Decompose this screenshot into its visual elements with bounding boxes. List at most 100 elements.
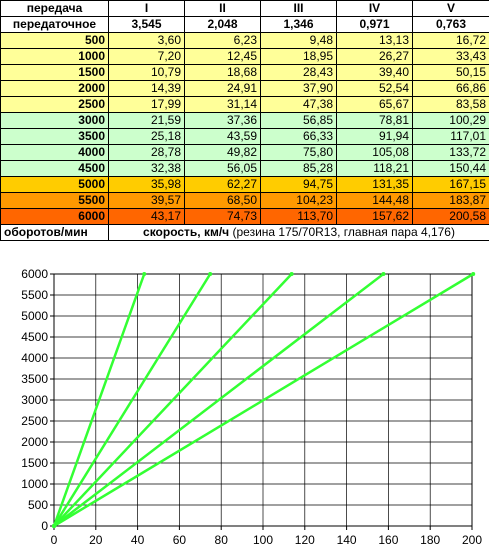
footer-note-rest: (резина 175/70R13, главная пара 4,176) bbox=[229, 225, 455, 240]
ratio-cell: 3,545 bbox=[108, 16, 185, 33]
rpm-row: 4000 28,78 49,82 75,80 105,08 133,72 bbox=[0, 144, 489, 161]
rpm-row: 1500 10,79 18,68 28,43 39,40 50,15 bbox=[0, 64, 489, 81]
rpm-row: 3500 25,18 43,59 66,33 91,94 117,01 bbox=[0, 128, 489, 145]
ratio-cell: 0,763 bbox=[412, 16, 489, 33]
speed-cell: 78,81 bbox=[336, 112, 413, 129]
y-tick-label: 6000 bbox=[21, 267, 48, 281]
y-tick-label: 2000 bbox=[21, 435, 48, 449]
ratio-cell: 1,346 bbox=[260, 16, 337, 33]
speed-cell: 28,78 bbox=[108, 144, 185, 161]
gear-header-cell: III bbox=[260, 0, 337, 17]
speed-cell: 7,20 bbox=[108, 48, 185, 65]
speed-cell: 144,48 bbox=[336, 192, 413, 209]
speed-cell: 16,72 bbox=[412, 32, 489, 49]
speed-cell: 47,38 bbox=[260, 96, 337, 113]
gear-speed-table-wrap: передача I II III IV V передаточное 3,54… bbox=[0, 0, 489, 241]
rpm-cell: 2500 bbox=[0, 96, 109, 113]
chart-ticks: 0500100015002000250030003500400045005000… bbox=[21, 267, 482, 547]
gear-header-cell: IV bbox=[336, 0, 413, 17]
speed-cell: 25,18 bbox=[108, 128, 185, 145]
y-tick-label: 500 bbox=[28, 498, 48, 512]
speed-cell: 52,54 bbox=[336, 80, 413, 97]
ratio-label: передаточное bbox=[0, 16, 109, 33]
gear-series-line bbox=[52, 273, 146, 527]
series-point bbox=[289, 272, 294, 276]
gear-series-line bbox=[53, 272, 474, 528]
series-point bbox=[142, 272, 147, 276]
y-tick-label: 3500 bbox=[21, 372, 48, 386]
rpm-cell: 1000 bbox=[0, 48, 109, 65]
rpm-row: 4500 32,38 56,05 85,28 118,21 150,44 bbox=[0, 160, 489, 177]
speed-cell: 85,28 bbox=[260, 160, 337, 177]
speed-cell: 104,23 bbox=[260, 192, 337, 209]
y-tick-label: 4000 bbox=[21, 351, 48, 365]
speed-cell: 43,59 bbox=[184, 128, 261, 145]
speed-cell: 75,80 bbox=[260, 144, 337, 161]
speed-cell: 118,21 bbox=[336, 160, 413, 177]
speed-cell: 100,29 bbox=[412, 112, 489, 129]
x-tick-label: 20 bbox=[89, 533, 103, 547]
speed-cell: 10,79 bbox=[108, 64, 185, 81]
rpm-row: 2500 17,99 31,14 47,38 65,67 83,58 bbox=[0, 96, 489, 113]
chart-grid bbox=[54, 274, 472, 526]
ratio-row: передаточное 3,545 2,048 1,346 0,971 0,7… bbox=[0, 16, 489, 33]
speed-cell: 68,50 bbox=[184, 192, 261, 209]
gear-speed-table: передача I II III IV V передаточное 3,54… bbox=[0, 0, 489, 241]
speed-cell: 32,38 bbox=[108, 160, 185, 177]
footer-row: оборотов/мин скорость, км/ч (резина 175/7… bbox=[0, 224, 489, 241]
rpm-row: 6000 43,17 74,73 113,70 157,62 200,58 bbox=[0, 208, 489, 225]
rpm-cell: 1500 bbox=[0, 64, 109, 81]
y-tick-label: 1000 bbox=[21, 477, 48, 491]
speed-cell: 14,39 bbox=[108, 80, 185, 97]
rpm-cell: 5000 bbox=[0, 176, 109, 193]
footer-rpm-label: оборотов/мин bbox=[0, 224, 109, 241]
x-tick-label: 0 bbox=[51, 533, 58, 547]
speed-cell: 39,40 bbox=[336, 64, 413, 81]
gear-header-cell: I bbox=[108, 0, 185, 17]
gear-series-line bbox=[53, 273, 293, 527]
speed-cell: 150,44 bbox=[412, 160, 489, 177]
speed-cell: 21,59 bbox=[108, 112, 185, 129]
speed-cell: 113,70 bbox=[260, 208, 337, 225]
chart-series bbox=[52, 272, 476, 528]
rpm-cell: 2000 bbox=[0, 80, 109, 97]
speed-cell: 31,14 bbox=[184, 96, 261, 113]
ratio-cell: 0,971 bbox=[336, 16, 413, 33]
speed-cell: 56,05 bbox=[184, 160, 261, 177]
x-tick-label: 180 bbox=[420, 533, 440, 547]
speed-cell: 131,35 bbox=[336, 176, 413, 193]
x-tick-label: 80 bbox=[215, 533, 229, 547]
speed-cell: 28,43 bbox=[260, 64, 337, 81]
rpm-row: 3000 21,59 37,36 56,85 78,81 100,29 bbox=[0, 112, 489, 129]
rpm-cell: 3000 bbox=[0, 112, 109, 129]
rpm-row: 5000 35,98 62,27 94,75 131,35 167,15 bbox=[0, 176, 489, 193]
speed-cell: 33,43 bbox=[412, 48, 489, 65]
rpm-row: 1000 7,20 12,45 18,95 26,27 33,43 bbox=[0, 48, 489, 65]
speed-cell: 200,58 bbox=[412, 208, 489, 225]
speed-cell: 18,68 bbox=[184, 64, 261, 81]
speed-cell: 49,82 bbox=[184, 144, 261, 161]
speed-cell: 83,58 bbox=[412, 96, 489, 113]
speed-cell: 62,27 bbox=[184, 176, 261, 193]
series-point bbox=[52, 524, 56, 528]
speed-cell: 43,17 bbox=[108, 208, 185, 225]
gear-header-cell: II bbox=[184, 0, 261, 17]
ratio-cell: 2,048 bbox=[184, 16, 261, 33]
speed-cell: 66,33 bbox=[260, 128, 337, 145]
speed-cell: 133,72 bbox=[412, 144, 489, 161]
speed-cell: 24,91 bbox=[184, 80, 261, 97]
y-tick-label: 5500 bbox=[21, 288, 48, 302]
speed-cell: 167,15 bbox=[412, 176, 489, 193]
x-tick-label: 120 bbox=[295, 533, 315, 547]
speed-cell: 13,13 bbox=[336, 32, 413, 49]
speed-cell: 183,87 bbox=[412, 192, 489, 209]
y-tick-label: 2500 bbox=[21, 414, 48, 428]
rpm-row: 500 3,60 6,23 9,48 13,13 16,72 bbox=[0, 32, 489, 49]
y-tick-label: 0 bbox=[41, 519, 48, 533]
speed-cell: 35,98 bbox=[108, 176, 185, 193]
speed-cell: 66,86 bbox=[412, 80, 489, 97]
gear-series-line bbox=[53, 273, 385, 527]
rpm-row: 2000 14,39 24,91 37,90 52,54 66,86 bbox=[0, 80, 489, 97]
y-tick-label: 5000 bbox=[21, 309, 48, 323]
gear-series-line bbox=[52, 273, 212, 527]
